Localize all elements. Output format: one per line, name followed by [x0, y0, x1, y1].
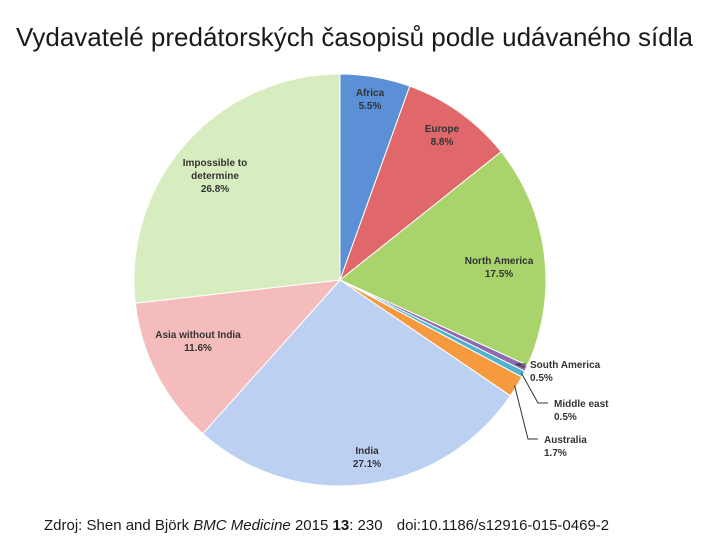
slice-label-south-america: South America [530, 360, 601, 371]
citation-doi: doi:10.1186/s12916-015-0469-2 [396, 517, 610, 534]
slice-label-australia: Australia [544, 435, 587, 446]
slice-label-europe: Europe [425, 124, 460, 135]
citation-volume: 13 [332, 517, 350, 534]
slice-value-north-america: 17.5% [485, 269, 513, 280]
slice-value-india: 27.1% [353, 459, 381, 470]
citation-journal: BMC Medicine [193, 517, 291, 534]
pie-slice-europe [338, 85, 502, 282]
slice-value-middle-east: 0.5% [554, 412, 577, 423]
slice-label-africa: Africa [356, 88, 385, 99]
citation-prefix: Zdroj: Shen and Björk [44, 517, 190, 534]
slice-value-south-america: 0.5% [530, 373, 553, 384]
pie-slice-north-america [339, 151, 547, 367]
citation-pages: : 230 [349, 517, 383, 534]
citation-year: 2015 [294, 517, 329, 534]
leader-line-south-america [515, 363, 526, 368]
slice-value-australia: 1.7% [544, 448, 567, 459]
pie-slice-asia-without-india [134, 279, 342, 435]
pie-slice-india [202, 279, 512, 487]
slice-label-north-america: North America [465, 256, 534, 267]
slide-title: Vydavatelé predátorských časopisů podle … [16, 22, 693, 52]
slice-label-india: India [355, 446, 379, 457]
leader-line-australia [514, 385, 538, 440]
slice-value-asia-without-india: 11.6% [184, 343, 212, 354]
leader-line-middle-east [521, 372, 548, 404]
slice-label-impossible-to-determine: Impossible to determine [183, 158, 247, 182]
slice-value-africa: 5.5% [359, 101, 382, 112]
slice-value-europe: 8.8% [431, 137, 454, 148]
pie-slice-impossible-to-determine [133, 73, 341, 304]
slice-label-asia-without-india: Asia without India [155, 330, 241, 341]
slice-value-impossible-to-determine: 26.8% [201, 184, 229, 195]
slice-label-middle-east: Middle east [554, 399, 609, 410]
source-citation: Zdroj: Shen and Björk BMC Medicine 2015 … [44, 517, 609, 534]
